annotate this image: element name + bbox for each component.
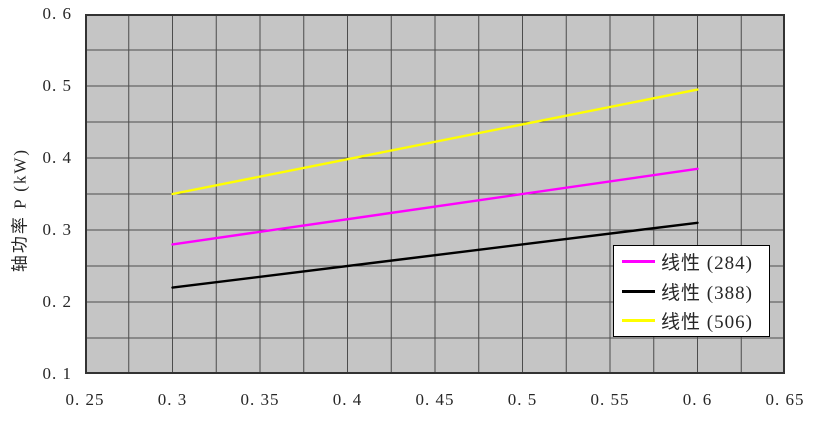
- x-tick-label: 0. 25: [65, 390, 105, 409]
- x-tick-label: 0. 65: [765, 390, 805, 409]
- y-tick-label: 0. 4: [42, 148, 72, 167]
- x-tick-label: 0. 45: [415, 390, 455, 409]
- legend-swatch-magenta: [622, 260, 655, 264]
- plot-area: [85, 14, 785, 374]
- legend-label: 线性 (506): [661, 311, 753, 333]
- x-tick-label: 0. 5: [507, 390, 538, 409]
- legend: 线性 (284) 线性 (388) 线性 (506): [613, 245, 770, 337]
- x-tick-label: 0. 35: [240, 390, 280, 409]
- legend-label: 线性 (388): [661, 282, 753, 304]
- series-line-506: [171, 88, 699, 196]
- y-tick-label: 0. 5: [42, 76, 72, 95]
- legend-item-388: 线性 (388): [622, 278, 769, 305]
- x-tick-label: 0. 4: [332, 390, 363, 409]
- x-tick-label: 0. 6: [682, 390, 713, 409]
- y-tick-label: 0. 2: [42, 292, 72, 311]
- legend-label: 线性 (284): [661, 253, 753, 275]
- y-tick-label: 0. 3: [42, 220, 72, 239]
- series-line-284: [171, 167, 699, 246]
- plot-border: [85, 14, 785, 374]
- legend-item-284: 线性 (284): [622, 248, 769, 275]
- x-tick-label: 0. 3: [157, 390, 188, 409]
- legend-swatch-yellow: [622, 318, 655, 322]
- series-line-388: [171, 221, 699, 289]
- x-tick-label: 0. 55: [590, 390, 630, 409]
- y-tick-label: 0. 1: [42, 364, 72, 383]
- y-tick-label: 0. 6: [42, 4, 72, 23]
- legend-item-506: 线性 (506): [622, 307, 769, 334]
- legend-swatch-black: [622, 289, 655, 293]
